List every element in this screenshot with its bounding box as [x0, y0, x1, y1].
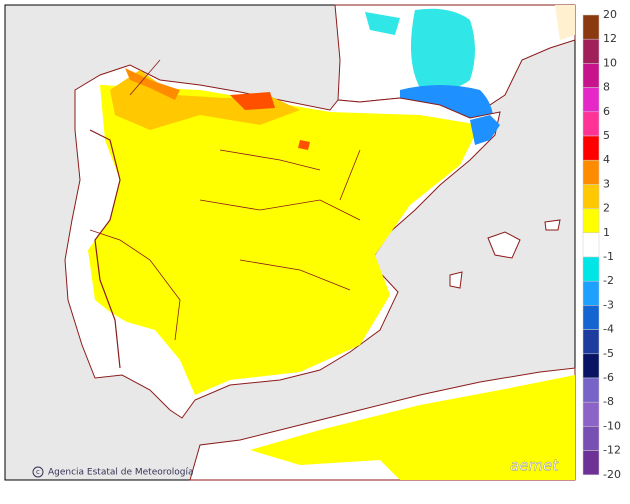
portugal-border	[89, 129, 121, 369]
legend-label: -8	[603, 395, 614, 408]
copyright-icon	[32, 466, 44, 478]
legend-label: -4	[603, 323, 614, 336]
legend-label: 2	[603, 202, 610, 215]
legend-label: 10	[603, 56, 617, 69]
island	[449, 271, 463, 289]
legend-swatch	[582, 329, 600, 355]
legend-label: -5	[603, 347, 614, 360]
legend-swatch	[582, 159, 600, 185]
legend-swatch	[582, 401, 600, 427]
warm-area	[230, 92, 275, 110]
legend-label: 4	[603, 153, 610, 166]
legend-swatch	[582, 232, 600, 258]
legend-label: -20	[603, 468, 621, 481]
neutral-area	[90, 300, 160, 370]
warm-area	[125, 68, 180, 100]
legend-label: 5	[603, 129, 610, 142]
legend-label: 20	[603, 8, 617, 21]
province-border	[89, 59, 361, 341]
legend-swatch	[582, 377, 600, 403]
cold-patch	[411, 8, 475, 91]
legend-label: 1	[603, 226, 610, 239]
legend: 20 12 10 8 6 5 4 3 2 1 -1 -2 -3 -4 -5 -6 -8 -10 -12 -20	[582, 8, 621, 481]
legend-swatch	[582, 135, 600, 161]
legend-label: 3	[603, 177, 610, 190]
legend-label: 6	[603, 105, 610, 118]
legend-label: -3	[603, 298, 614, 311]
legend-label: -12	[603, 444, 621, 457]
legend-label: -1	[603, 250, 614, 263]
france-patch	[555, 5, 575, 40]
warm-area	[298, 140, 310, 150]
cold-patch	[470, 115, 500, 145]
island	[544, 219, 561, 231]
legend-swatch	[582, 256, 600, 282]
agency-credit: Agencia Estatal de Meteorología	[48, 468, 194, 478]
cold-patch	[365, 12, 400, 35]
map: c Agencia Estatal de Meteorología aemet	[4, 4, 576, 481]
legend-swatch	[582, 63, 600, 88]
legend-label: -10	[603, 419, 621, 432]
legend-swatch	[582, 14, 600, 40]
legend-swatch	[582, 450, 600, 476]
legend-swatch	[582, 280, 600, 306]
legend-swatch	[582, 305, 600, 330]
warm-area	[250, 375, 575, 480]
logo: aemet	[510, 457, 559, 475]
legend-label: 8	[603, 81, 610, 94]
legend-swatch	[582, 38, 600, 64]
legend-label: -2	[603, 274, 614, 287]
legend-swatch	[582, 111, 600, 137]
legend-swatch	[582, 184, 600, 209]
copyright-mark: c	[36, 468, 40, 476]
legend-swatch	[582, 353, 600, 379]
legend-swatch	[582, 426, 600, 451]
warm-area	[88, 85, 480, 395]
legend-swatch	[582, 208, 600, 234]
legend-label: 12	[603, 32, 617, 45]
legend-label: -6	[603, 371, 614, 384]
legend-swatch	[582, 87, 600, 113]
island	[487, 231, 521, 259]
